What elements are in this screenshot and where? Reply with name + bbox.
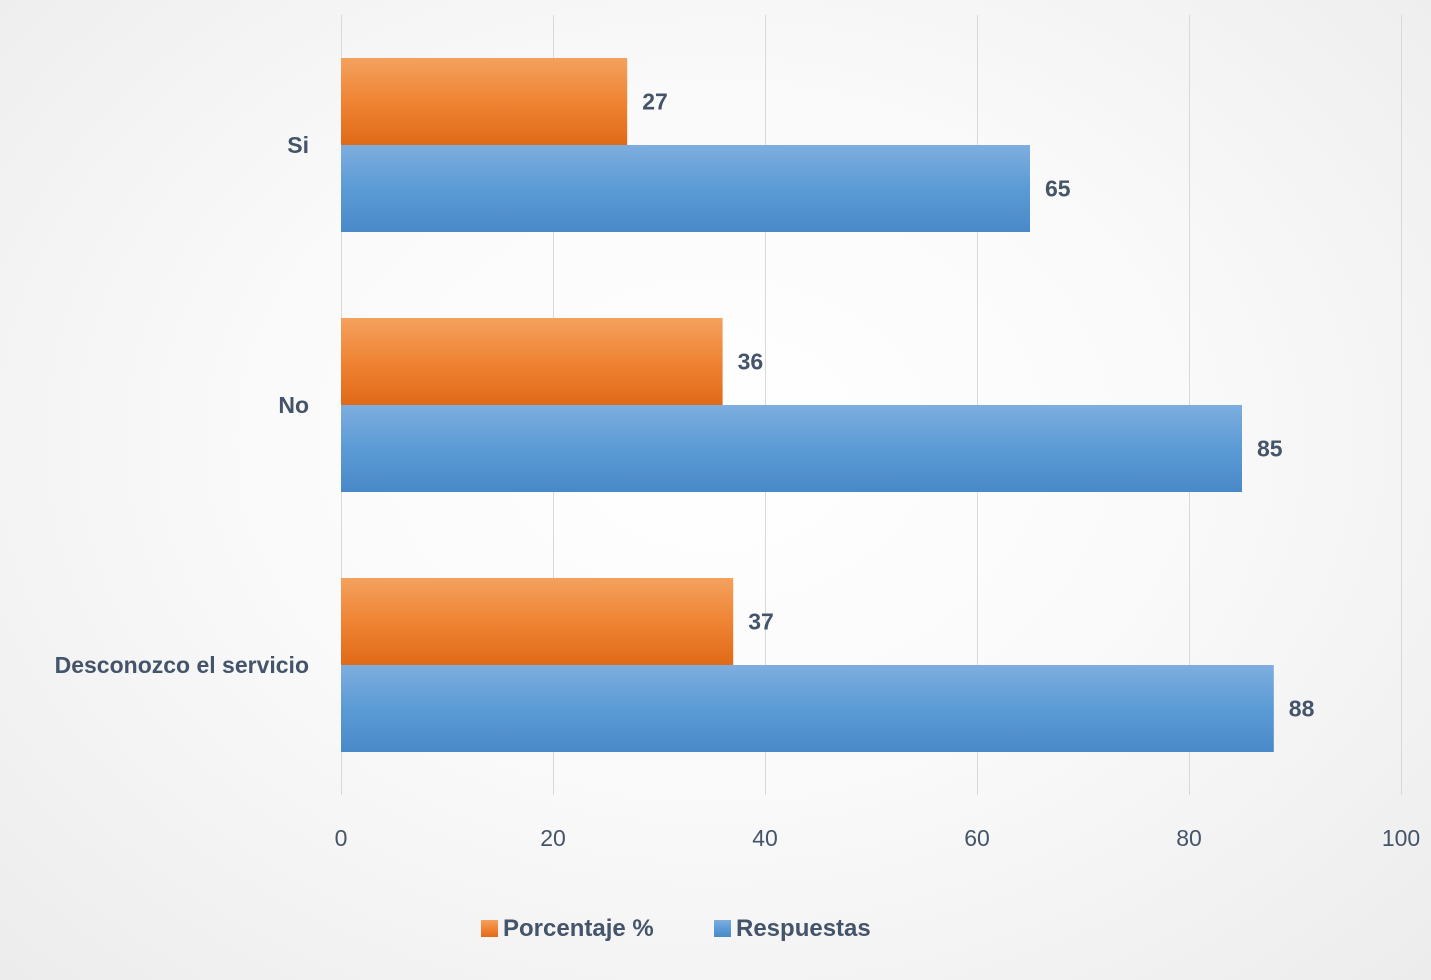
data-label-respuestas-0: 65 [1045, 176, 1071, 202]
legend-label-respuestas: Respuestas [736, 915, 871, 942]
category-label-0: Si [287, 132, 309, 158]
bar-porcentaje-1 [341, 318, 723, 405]
legend-swatch-respuestas [714, 920, 731, 937]
x-tick-label-40: 40 [752, 825, 778, 851]
data-labels: 27 65 36 85 37 88 [642, 89, 1314, 722]
data-label-porcentaje-1: 36 [738, 349, 764, 375]
x-axis-tick-labels: 0 20 40 60 80 100 [335, 825, 1421, 851]
x-tick-label-60: 60 [964, 825, 990, 851]
bar-respuestas-0 [341, 145, 1030, 232]
x-tick-label-20: 20 [540, 825, 566, 851]
legend: Porcentaje % Respuestas [481, 915, 871, 942]
bar-respuestas-1 [341, 405, 1242, 492]
category-label-1: No [278, 392, 309, 418]
data-label-respuestas-1: 85 [1257, 436, 1283, 462]
x-tick-label-100: 100 [1382, 825, 1420, 851]
x-tick-label-80: 80 [1176, 825, 1202, 851]
bar-porcentaje-0 [341, 58, 628, 145]
data-label-porcentaje-0: 27 [642, 89, 668, 115]
bar-porcentaje-2 [341, 578, 734, 665]
legend-swatch-porcentaje [481, 920, 498, 937]
data-label-respuestas-2: 88 [1289, 696, 1315, 722]
bar-respuestas-2 [341, 665, 1274, 752]
x-tick-label-0: 0 [335, 825, 348, 851]
category-labels: Si No Desconozco el servicio [55, 132, 309, 678]
category-label-2: Desconozco el servicio [55, 652, 309, 678]
bars [341, 58, 1274, 752]
legend-label-porcentaje: Porcentaje % [503, 915, 654, 942]
data-label-porcentaje-2: 37 [748, 609, 774, 635]
